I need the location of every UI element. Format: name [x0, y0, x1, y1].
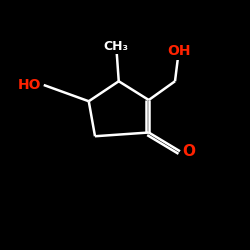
Text: O: O [182, 144, 196, 159]
Text: HO: HO [18, 78, 41, 92]
Text: CH₃: CH₃ [104, 40, 129, 53]
Text: OH: OH [167, 44, 190, 58]
